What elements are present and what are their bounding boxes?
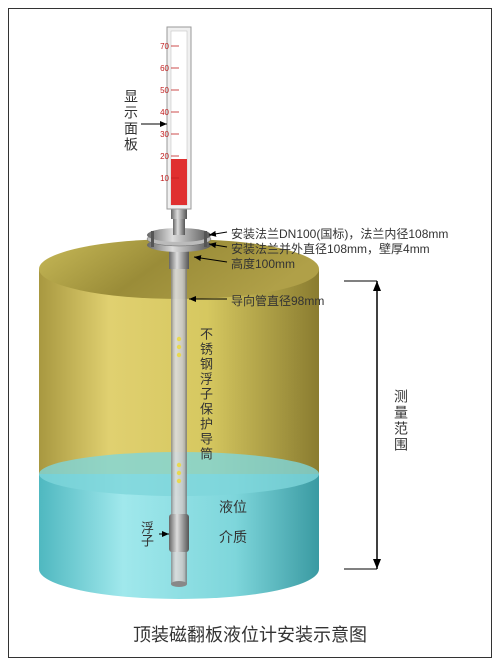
- caption: 顶装磁翻板液位计安装示意图: [9, 621, 491, 647]
- display-panel: 70 60 50 40 30 20 10: [160, 27, 191, 209]
- range-bracket: [344, 281, 381, 569]
- svg-text:20: 20: [160, 152, 169, 161]
- label-flange-3: 高度100mm: [231, 255, 295, 272]
- label-liquid-level: 液位: [219, 497, 247, 517]
- svg-text:40: 40: [160, 108, 169, 117]
- diagram-svg: 70 60 50 40 30 20 10: [9, 9, 493, 659]
- label-display-panel: 显示面板: [121, 89, 141, 153]
- label-guide-tube-dia: 导向管直径98mm: [231, 292, 324, 309]
- svg-text:60: 60: [160, 64, 169, 73]
- svg-text:50: 50: [160, 86, 169, 95]
- label-medium: 介质: [219, 527, 247, 547]
- diagram-frame: 70 60 50 40 30 20 10: [8, 8, 492, 658]
- float-body: [169, 514, 189, 552]
- protection-tube: [169, 264, 189, 587]
- svg-text:10: 10: [160, 174, 169, 183]
- svg-text:30: 30: [160, 130, 169, 139]
- label-protect-tube: 不锈钢浮子保护导筒: [196, 327, 215, 462]
- label-range: 测量范围: [391, 389, 411, 453]
- svg-text:70: 70: [160, 42, 169, 51]
- label-float: 浮子: [137, 521, 156, 547]
